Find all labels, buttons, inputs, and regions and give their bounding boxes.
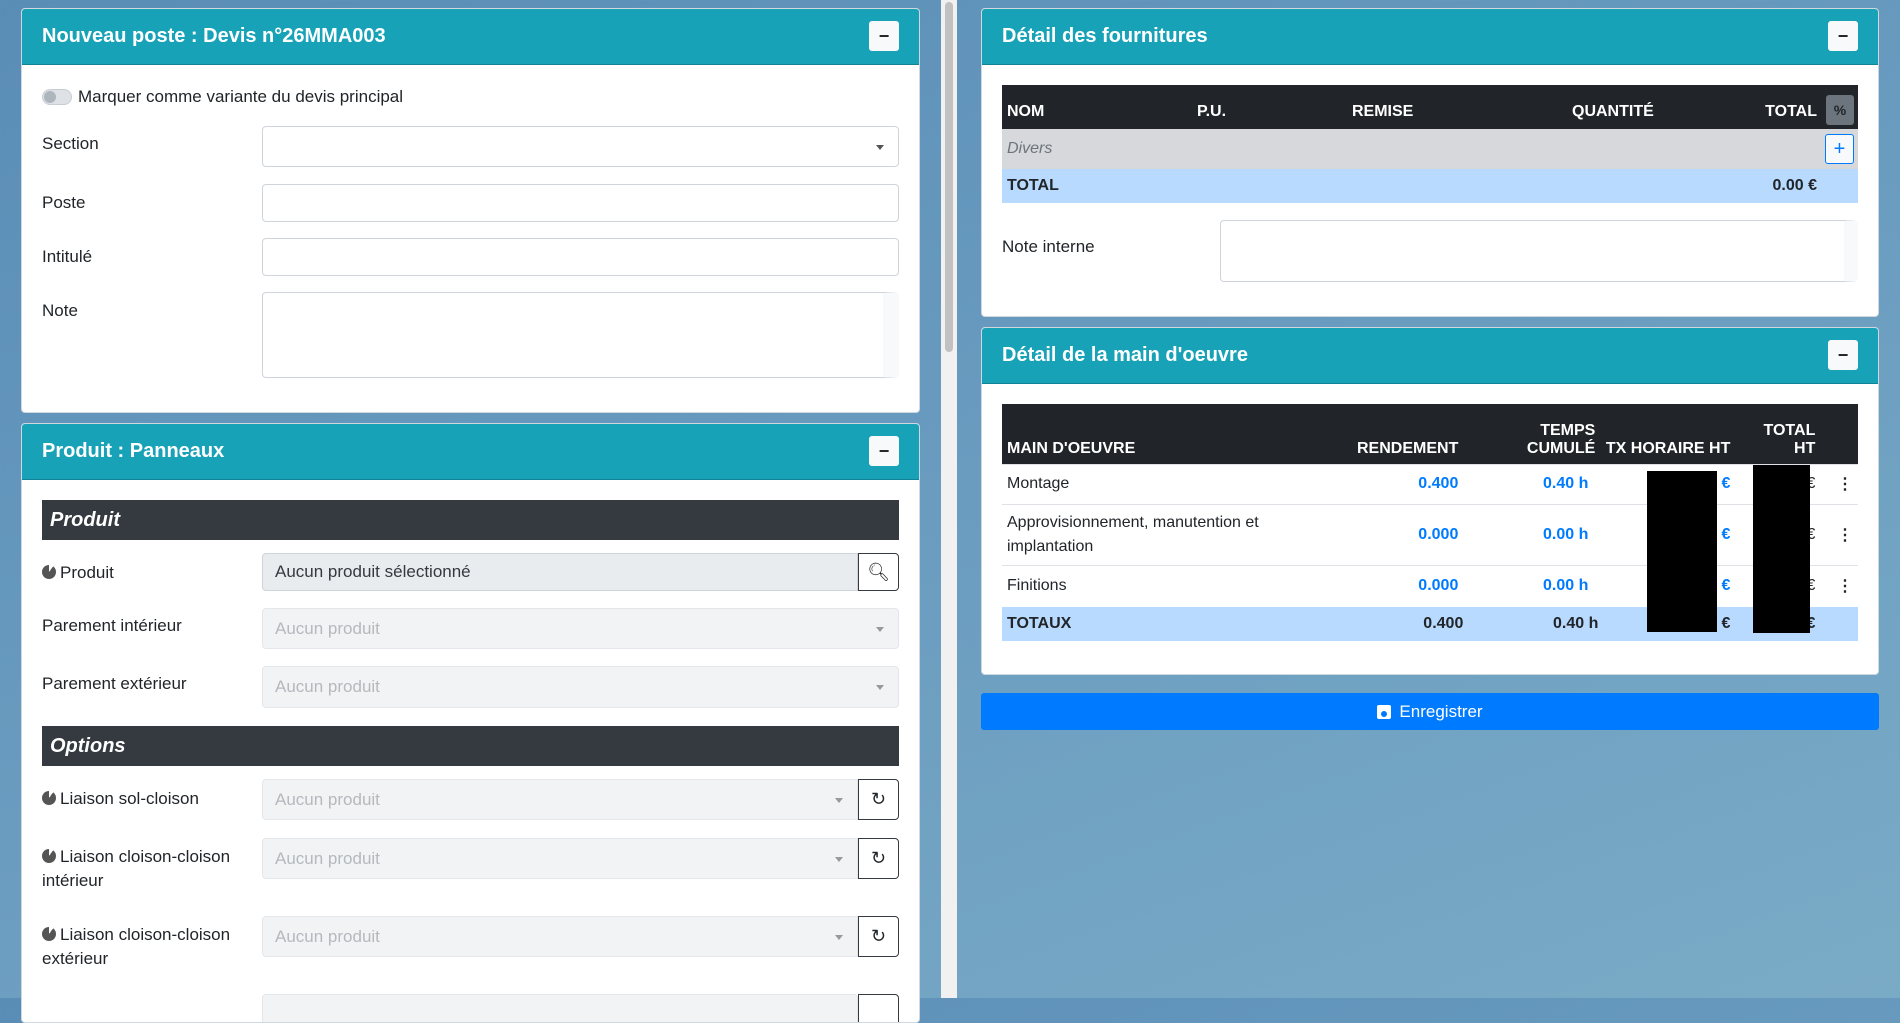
labour-header: Détail de la main d'oeuvre − — [982, 328, 1878, 384]
col-pu: P.U. — [1192, 85, 1347, 129]
table-row: Finitions 0.000 0.00 h € € ⋮ — [1002, 564, 1858, 607]
new-post-header: Nouveau poste : Devis n°26MMA003 − — [22, 9, 919, 65]
produit-section-heading: Produit — [42, 500, 899, 540]
refresh-icon: ↻ — [870, 926, 887, 946]
col-temps: TEMPS CUMULÉ — [1463, 404, 1601, 464]
chevron-down-icon — [835, 797, 843, 803]
chevron-down-icon — [835, 934, 843, 940]
chevron-down-icon — [876, 144, 884, 150]
rendement-value[interactable]: 0.400 — [1352, 463, 1464, 504]
option-select[interactable] — [262, 994, 858, 1022]
add-button[interactable]: + — [1825, 134, 1854, 164]
parement-interieur-select[interactable]: Aucun produit — [262, 608, 899, 649]
supplies-header: Détail des fournitures − — [982, 9, 1878, 65]
section-label: Section — [42, 134, 99, 153]
totals-row: TOTAUX 0.400 0.40 h € € — [1002, 607, 1858, 641]
labour-panel: Détail de la main d'oeuvre − MAIN D'OEUV… — [981, 327, 1879, 675]
panel-title: Nouveau poste : Devis n°26MMA003 — [42, 25, 386, 47]
produit-label: Produit — [42, 563, 114, 583]
panel-title: Produit : Panneaux — [42, 440, 225, 462]
rendement-value[interactable]: 0.000 — [1352, 564, 1464, 607]
supplies-table: NOM P.U. REMISE QUANTITÉ TOTAL % Divers … — [1002, 85, 1858, 203]
percent-button[interactable]: % — [1826, 95, 1854, 125]
poste-input[interactable] — [262, 184, 899, 222]
collapse-button[interactable]: − — [869, 21, 899, 51]
col-nom: NOM — [1002, 85, 1192, 129]
temps-value[interactable]: 0.40 h — [1463, 463, 1601, 504]
pie-chart-icon — [42, 565, 56, 579]
search-icon: 🔍︎ — [867, 561, 890, 582]
labour-table: MAIN D'OEUVRE RENDEMENT TEMPS CUMULÉ TX … — [1002, 404, 1858, 641]
panel-title: Détail des fournitures — [1002, 25, 1208, 47]
options-section-heading: Options — [42, 726, 899, 766]
refresh-button[interactable] — [858, 994, 899, 1022]
note-interne-textarea[interactable] — [1220, 220, 1858, 282]
col-total: TOTAL — [1682, 85, 1822, 129]
chevron-down-icon — [876, 626, 884, 632]
pie-chart-icon — [42, 927, 56, 941]
section-select[interactable] — [262, 126, 899, 167]
intitule-label: Intitulé — [42, 247, 93, 266]
col-quantite: QUANTITÉ — [1567, 85, 1682, 129]
collapse-button[interactable]: − — [869, 436, 899, 466]
poste-label: Poste — [42, 193, 86, 212]
more-menu-icon[interactable]: ⋮ — [1820, 463, 1858, 504]
save-button[interactable]: Enregistrer — [981, 693, 1879, 730]
refresh-icon: ↻ — [870, 789, 887, 809]
col-rendement: RENDEMENT — [1352, 404, 1464, 464]
variant-toggle[interactable] — [42, 89, 72, 105]
note-textarea[interactable] — [262, 292, 899, 378]
supplies-panel: Détail des fournitures − NOM P.U. REMISE… — [981, 8, 1879, 317]
search-button[interactable]: 🔍︎ — [858, 553, 899, 591]
refresh-button[interactable]: ↻ — [858, 838, 899, 879]
option-label: Liaison cloison-cloison extérieur — [42, 925, 231, 968]
panel-title: Détail de la main d'oeuvre — [1002, 344, 1248, 366]
col-main-oeuvre: MAIN D'OEUVRE — [1002, 404, 1352, 464]
total-value: 0.00 € — [1682, 169, 1822, 203]
total-label: TOTAL — [1002, 169, 1682, 203]
more-menu-icon[interactable]: ⋮ — [1820, 503, 1858, 565]
refresh-icon: ↻ — [870, 848, 887, 868]
scrollbar-thumb[interactable] — [945, 2, 953, 352]
group-row-divers: Divers — [1007, 140, 1053, 157]
note-label: Note — [42, 301, 78, 320]
refresh-button[interactable]: ↻ — [858, 916, 899, 957]
option-label: Liaison cloison-cloison intérieur — [42, 847, 231, 890]
rendement-value[interactable]: 0.000 — [1352, 503, 1464, 565]
product-panel: Produit : Panneaux − Produit Produit Auc… — [21, 423, 920, 1023]
option-select[interactable]: Aucun produit — [262, 779, 858, 820]
intitule-input[interactable] — [262, 238, 899, 276]
parement-exterieur-label: Parement extérieur — [42, 674, 187, 693]
col-tx-horaire: TX HORAIRE HT — [1600, 404, 1736, 464]
collapse-button[interactable]: − — [1828, 340, 1858, 370]
chevron-down-icon — [876, 685, 884, 690]
parement-exterieur-select[interactable]: Aucun produit — [262, 666, 899, 708]
more-menu-icon[interactable]: ⋮ — [1820, 564, 1858, 607]
option-select[interactable]: Aucun produit — [262, 916, 858, 957]
temps-value[interactable]: 0.00 h — [1463, 503, 1601, 565]
product-header: Produit : Panneaux − — [22, 424, 919, 480]
redaction-box — [1753, 465, 1810, 633]
chevron-down-icon — [835, 856, 843, 862]
redaction-box — [1647, 471, 1717, 632]
temps-value[interactable]: 0.00 h — [1463, 564, 1601, 607]
table-row: Montage 0.400 0.40 h € € ⋮ — [1002, 463, 1858, 504]
collapse-button[interactable]: − — [1828, 21, 1858, 51]
table-row: Approvisionnement, manutention et implan… — [1002, 503, 1858, 565]
pie-chart-icon — [42, 791, 56, 805]
col-total-ht: TOTAL HT — [1735, 404, 1821, 464]
col-remise: REMISE — [1347, 85, 1567, 129]
option-label: Liaison sol-cloison — [42, 787, 242, 811]
pie-chart-icon — [42, 849, 56, 863]
refresh-button[interactable]: ↻ — [858, 779, 899, 820]
floppy-disk-icon — [1377, 704, 1392, 719]
parement-interieur-label: Parement intérieur — [42, 616, 182, 635]
variant-toggle-label: Marquer comme variante du devis principa… — [78, 87, 404, 106]
new-post-panel: Nouveau poste : Devis n°26MMA003 − Marqu… — [21, 8, 920, 413]
note-interne-label: Note interne — [1002, 237, 1095, 256]
option-select[interactable]: Aucun produit — [262, 838, 858, 879]
produit-field[interactable]: Aucun produit sélectionné — [262, 553, 858, 591]
